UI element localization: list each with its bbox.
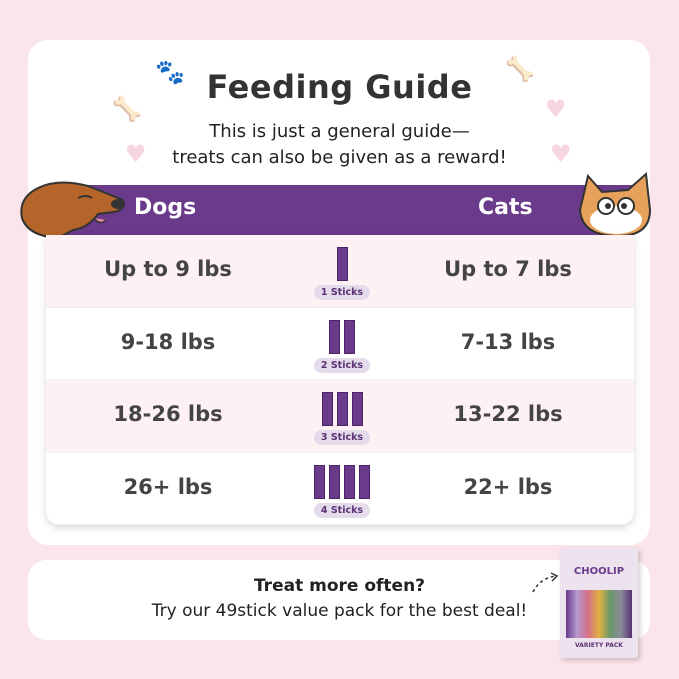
promo-text: Try our 49stick value pack for the best …	[151, 601, 528, 621]
stick-count-badge: 2 Sticks	[314, 357, 370, 373]
promo-heading: Treat more often?	[253, 576, 426, 596]
table-row: 9-18 lbs 2 Sticks 7-13 lbs	[46, 308, 634, 380]
heart-icon: ♥	[550, 140, 572, 168]
dog-weight: 18-26 lbs	[113, 402, 223, 426]
dog-weight: 26+ lbs	[123, 474, 213, 499]
promo-card	[28, 560, 650, 640]
subtitle-line: treats can also be given as a reward!	[172, 147, 507, 168]
cat-weight: 22+ lbs	[463, 474, 553, 499]
stick-icon	[314, 464, 325, 499]
feeding-table: Up to 9 lbs 1 Sticks Up to 7 lbs 9-18 lbs…	[46, 235, 634, 525]
heart-icon: ♥	[125, 140, 147, 168]
heart-icon: ♥	[545, 95, 567, 123]
paw-icon: 🐾	[155, 58, 185, 86]
stick-icon	[344, 319, 355, 354]
table-row: 26+ lbs 4 Sticks 22+ lbs	[46, 453, 634, 525]
stick-icon	[359, 464, 370, 499]
dog-weight: Up to 9 lbs	[104, 257, 232, 281]
dog-weight: 9-18 lbs	[120, 329, 216, 354]
header-dogs: Dogs	[134, 195, 197, 220]
stick-group	[292, 464, 392, 499]
header-cats: Cats	[478, 195, 533, 220]
product-sticks-image	[566, 590, 632, 638]
stick-group	[292, 247, 392, 281]
stick-icon	[329, 464, 340, 499]
product-brand: CHOOLIP	[573, 566, 625, 577]
subtitle-line: This is just a general guide—	[209, 121, 470, 142]
cat-weight: 13-22 lbs	[453, 402, 563, 426]
cat-weight: Up to 7 lbs	[444, 257, 572, 281]
page-title: Feeding Guide	[206, 68, 473, 106]
bone-icon: 🦴	[505, 55, 535, 83]
stick-count-badge: 4 Sticks	[314, 502, 370, 518]
cat-illustration	[578, 171, 652, 238]
stick-group	[292, 392, 392, 426]
arrow-icon	[532, 572, 559, 593]
stick-count-badge: 1 Sticks	[314, 285, 370, 300]
cat-weight: 7-13 lbs	[460, 329, 556, 354]
stick-icon	[329, 319, 340, 354]
stick-group	[292, 319, 392, 354]
stick-icon	[351, 392, 363, 426]
stick-icon	[336, 247, 348, 281]
product-name: VARIETY PACK	[575, 642, 623, 649]
stick-icon	[344, 464, 355, 499]
table-header: Dogs Cats	[46, 185, 634, 235]
table-row: 18-26 lbs 3 Sticks 13-22 lbs	[46, 380, 634, 453]
stick-count-badge: 3 Sticks	[314, 430, 370, 445]
table-row: Up to 9 lbs 1 Sticks Up to 7 lbs	[46, 235, 634, 308]
product-box-image: CHOOLIP VARIETY PACK	[560, 548, 638, 658]
stick-icon	[321, 392, 333, 426]
dog-illustration	[20, 181, 125, 240]
bone-icon: 🦴	[112, 95, 142, 123]
stick-icon	[336, 392, 348, 426]
